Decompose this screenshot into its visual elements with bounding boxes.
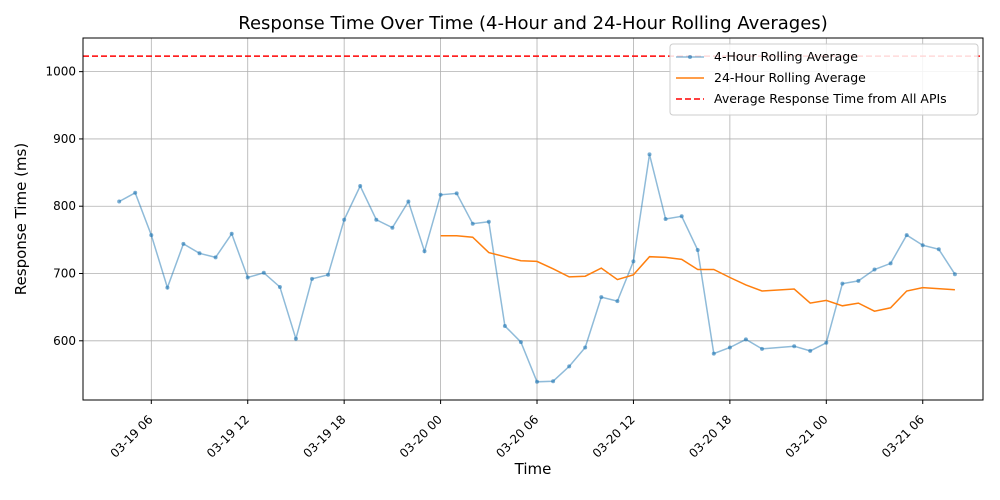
data-point [181,241,186,246]
data-point [583,345,588,350]
data-point [438,192,443,197]
data-point [213,255,218,260]
data-point [390,225,395,230]
chart-title: Response Time Over Time (4-Hour and 24-H… [238,13,827,34]
data-point [743,337,748,342]
x-tick-label: 03-20 00 [397,412,445,460]
legend-label-4h: 4-Hour Rolling Average [714,49,858,64]
data-point [727,345,732,350]
data-point [647,152,652,157]
data-point [454,191,459,196]
data-point [711,351,716,356]
y-tick-label: 600 [53,334,76,348]
x-tick-label: 03-21 00 [783,412,831,460]
data-point [374,217,379,222]
y-axis-label: Response Time (ms) [12,143,30,295]
series-line-24h [440,235,955,312]
data-point [245,275,250,280]
x-axis-label: Time [514,460,552,478]
ticks-layer: 03-19 06 03-19 12 03-19 18 03-20 00 03-20 06… [45,65,927,461]
y-tick-label: 1000 [45,65,76,79]
data-point [567,364,572,369]
data-point [535,379,539,384]
x-tick-label: 03-19 06 [108,412,156,460]
data-point [952,272,957,277]
data-point [904,233,909,238]
data-point [792,344,797,349]
data-point [695,248,700,252]
series-line-4h [118,154,956,383]
data-point [326,272,331,277]
data-point [277,285,282,289]
data-point [310,276,314,281]
data-point [358,184,363,188]
data-point [149,233,154,238]
legend-marker-4h [688,55,692,59]
x-tick-label: 03-20 18 [686,412,734,460]
plot-frame [82,37,984,401]
data-point [293,336,298,341]
data-point [888,261,893,266]
data-point [518,340,523,345]
data-point [406,199,411,204]
data-point [920,243,925,248]
y-tick-label: 800 [53,199,76,213]
x-tick-label: 03-21 06 [879,412,927,460]
data-point [229,231,234,236]
data-point [599,295,604,300]
x-tick-label: 03-20 12 [590,412,638,460]
data-point [502,324,507,328]
y-tick-label: 900 [53,132,76,146]
legend: 4-Hour Rolling Average 24-Hour Rolling A… [669,43,979,116]
data-point [663,217,668,221]
data-point [808,348,813,353]
data-point [872,267,877,272]
data-point [422,249,427,254]
data-point [679,214,684,219]
data-point [824,340,829,345]
data-point [261,270,266,275]
legend-box [669,43,979,116]
data-point [486,219,491,224]
data-point [342,217,347,222]
legend-label-24h: 24-Hour Rolling Average [714,70,866,85]
data-point [470,221,475,226]
data-point [117,199,122,204]
data-point [760,346,764,351]
data-point [936,247,941,252]
data-point [197,251,202,256]
data-point [165,285,170,290]
y-tick-label: 700 [53,267,76,281]
data-point [615,299,620,304]
data-point [133,190,138,195]
x-tick-label: 03-19 12 [204,412,252,460]
x-tick-label: 03-20 06 [493,412,541,460]
data-point [551,379,556,384]
legend-label-reference: Average Response Time from All APIs [714,91,947,106]
data-point [856,278,861,283]
data-point [840,281,845,286]
x-tick-label: 03-19 18 [300,412,348,460]
data-point [631,259,636,264]
